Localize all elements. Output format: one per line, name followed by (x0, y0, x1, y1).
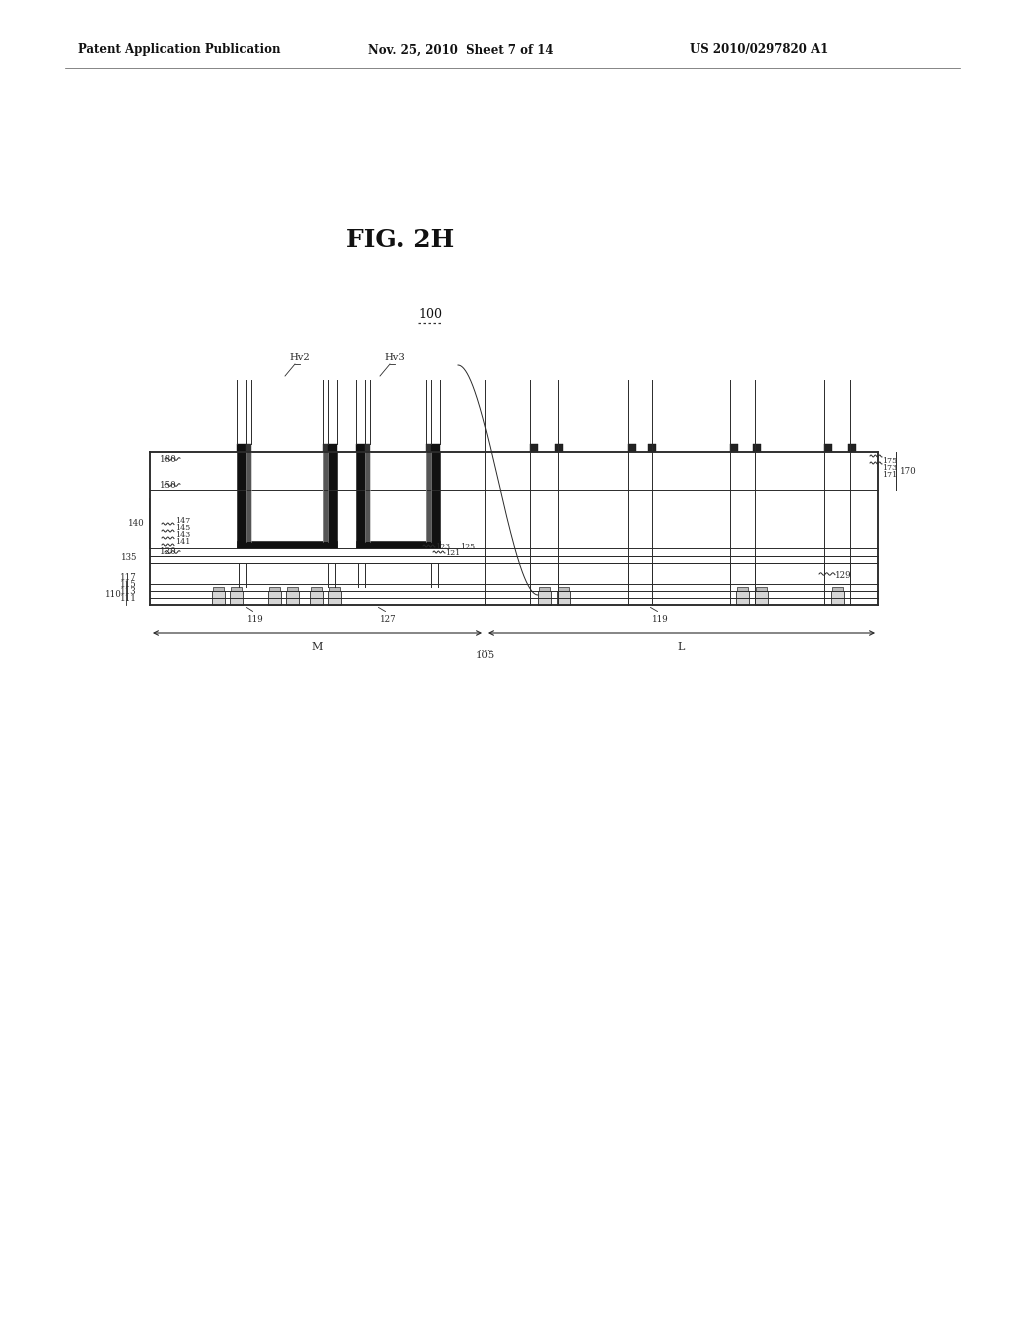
Bar (237, 444, 246, 451)
Bar (329, 587, 340, 591)
Bar (848, 444, 856, 451)
Bar (287, 587, 298, 591)
Text: 110: 110 (105, 590, 122, 599)
Bar (328, 444, 337, 451)
Bar (830, 591, 844, 605)
Bar (735, 591, 749, 605)
Bar (309, 591, 323, 605)
Text: 115: 115 (120, 579, 137, 589)
Text: 100: 100 (418, 309, 442, 322)
Text: 147: 147 (175, 517, 190, 525)
Bar (212, 591, 224, 605)
Text: 175: 175 (882, 457, 897, 465)
Bar (648, 444, 656, 451)
Bar (538, 591, 551, 605)
Text: 121: 121 (445, 549, 460, 557)
Text: 123: 123 (435, 543, 451, 550)
Bar (328, 451, 337, 548)
Bar (323, 451, 328, 543)
Bar (426, 444, 431, 451)
Text: 105: 105 (475, 651, 495, 660)
Text: US 2010/0297820 A1: US 2010/0297820 A1 (690, 44, 828, 57)
Text: 111: 111 (120, 594, 137, 603)
Bar (246, 444, 251, 451)
Text: 127: 127 (380, 615, 396, 624)
Bar (356, 451, 365, 548)
Bar (310, 587, 322, 591)
Bar (755, 591, 768, 605)
Text: Nov. 25, 2010  Sheet 7 of 14: Nov. 25, 2010 Sheet 7 of 14 (368, 44, 554, 57)
Bar (539, 587, 550, 591)
Bar (229, 591, 243, 605)
Text: L: L (678, 642, 685, 652)
Text: 173: 173 (882, 465, 897, 473)
Text: 129: 129 (835, 570, 852, 579)
Bar (556, 591, 569, 605)
Bar (237, 451, 246, 548)
Bar (267, 591, 281, 605)
Text: 171: 171 (882, 471, 897, 479)
Text: 120: 120 (160, 548, 177, 557)
Text: Hv3: Hv3 (385, 352, 406, 362)
Bar (431, 444, 440, 451)
Bar (365, 451, 370, 543)
Text: 145: 145 (175, 524, 190, 532)
Text: 141: 141 (175, 539, 190, 546)
Bar (365, 444, 370, 451)
Text: 180: 180 (160, 455, 177, 465)
Bar (237, 541, 337, 548)
Text: 125: 125 (460, 543, 475, 550)
Bar (530, 444, 538, 451)
Text: Hv2: Hv2 (290, 352, 310, 362)
Text: 113: 113 (121, 587, 137, 597)
Bar (356, 444, 365, 451)
Text: M: M (312, 642, 324, 652)
Text: 135: 135 (121, 553, 137, 562)
Bar (555, 444, 563, 451)
Bar (824, 444, 831, 451)
Text: 170: 170 (900, 466, 916, 475)
Bar (268, 587, 280, 591)
Text: Patent Application Publication: Patent Application Publication (78, 44, 281, 57)
Bar (753, 444, 761, 451)
Bar (736, 587, 748, 591)
Bar (628, 444, 636, 451)
Bar (230, 587, 242, 591)
Text: 143: 143 (175, 531, 190, 539)
Bar (328, 591, 341, 605)
Bar (557, 587, 568, 591)
Text: 119: 119 (247, 615, 263, 624)
Bar (356, 541, 440, 548)
Bar (431, 451, 440, 548)
Bar (286, 591, 299, 605)
Text: 119: 119 (651, 615, 669, 624)
Bar (756, 587, 767, 591)
Bar (831, 587, 843, 591)
Text: 117: 117 (120, 573, 137, 582)
Text: FIG. 2H: FIG. 2H (346, 228, 454, 252)
Bar (246, 451, 251, 543)
Bar (426, 451, 431, 543)
Bar (323, 444, 328, 451)
Bar (213, 587, 223, 591)
Text: 140: 140 (128, 519, 145, 528)
Bar (730, 444, 738, 451)
Text: 150: 150 (160, 482, 177, 491)
